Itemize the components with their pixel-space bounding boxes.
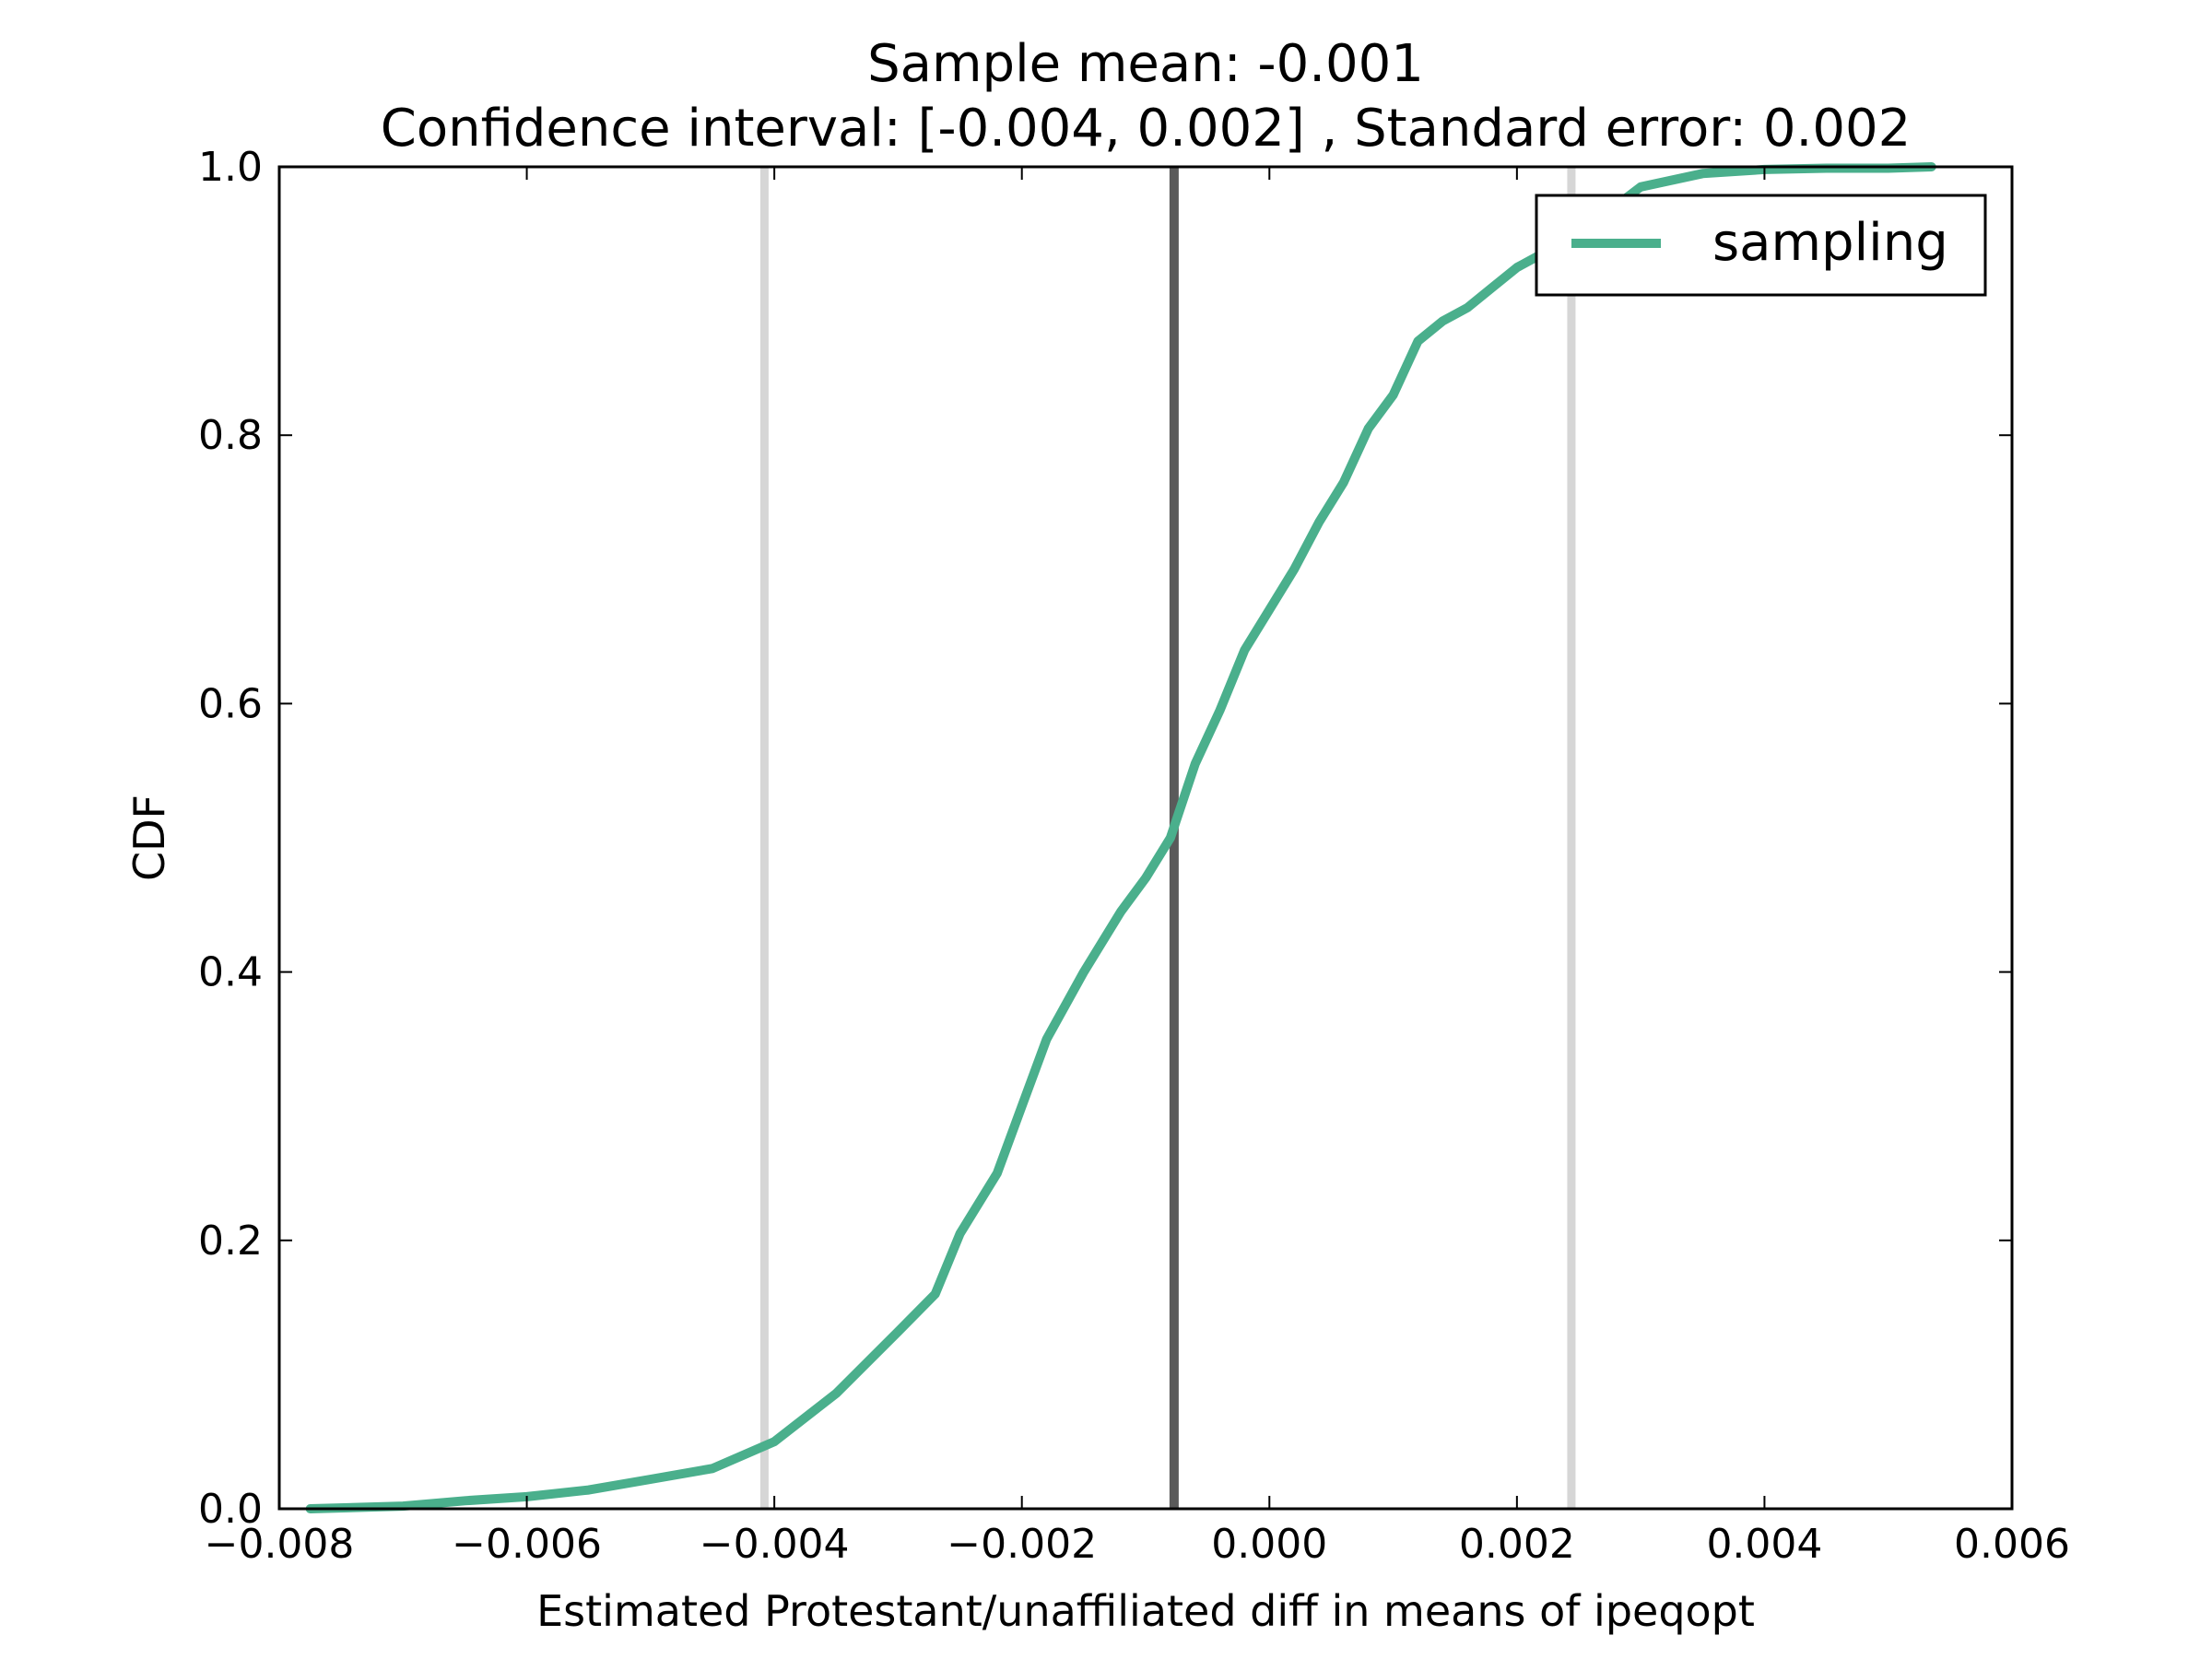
x-tick-label: 0.006	[1954, 1521, 2070, 1568]
legend-label-sampling: sampling	[1712, 213, 1948, 273]
axis-ticks	[278, 166, 2013, 1510]
y-tick-label: 1.0	[198, 144, 263, 191]
plot-frame	[277, 165, 2014, 1511]
x-tick-label: −0.006	[452, 1521, 602, 1568]
series-line-sampling	[305, 162, 1936, 1513]
y-tick-label: 0.2	[198, 1218, 263, 1265]
x-tick-label: 0.000	[1211, 1521, 1327, 1568]
x-tick-label: −0.002	[947, 1521, 1097, 1568]
y-tick-label: 0.8	[198, 412, 263, 459]
y-tick-labels: 0.0 0.2 0.4 0.6 0.8 1.0	[198, 144, 263, 1533]
x-tick-label: 0.004	[1706, 1521, 1822, 1568]
y-tick-label: 0.4	[198, 949, 263, 996]
y-tick-label: 0.6	[198, 680, 263, 727]
x-tick-label: 0.002	[1459, 1521, 1575, 1568]
y-axis-label: CDF	[124, 794, 174, 881]
chart-title: Sample mean: -0.001	[867, 34, 1424, 94]
x-tick-label: −0.008	[205, 1521, 355, 1568]
x-tick-label: −0.004	[700, 1521, 850, 1568]
x-axis-label: Estimated Protestant/unaffiliated diff i…	[536, 1586, 1755, 1636]
y-tick-label: 0.0	[198, 1486, 263, 1533]
chart-subtitle: Confidence interval: [-0.004, 0.002] , S…	[381, 99, 1912, 159]
x-tick-labels: −0.008 −0.006 −0.004 −0.002 0.000 0.002 0.004 0…	[205, 1521, 2070, 1568]
legend: sampling	[1535, 194, 1987, 297]
series-layer	[305, 162, 1936, 1513]
